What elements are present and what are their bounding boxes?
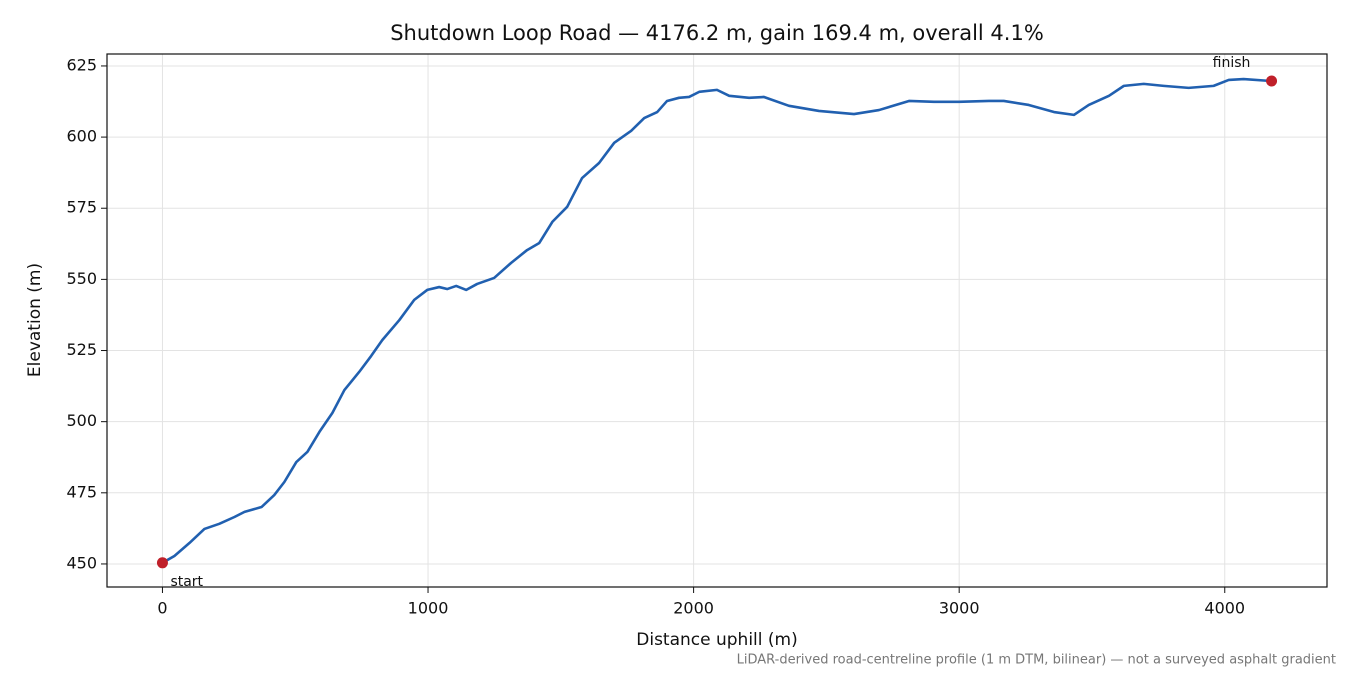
y-axis-label: Elevation (m) <box>25 263 45 377</box>
y-tick-label: 525 <box>66 340 97 359</box>
y-tick-label: 625 <box>66 55 97 74</box>
x-tick-label: 4000 <box>1204 599 1245 618</box>
x-tick-label: 2000 <box>673 599 714 618</box>
elevation-line <box>161 77 1272 564</box>
endpoint-label: finish <box>1213 55 1251 71</box>
y-tick-label: 550 <box>66 269 97 288</box>
footnote: LiDAR-derived road-centreline profile (1… <box>737 653 1336 668</box>
y-tick-label: 575 <box>66 198 97 217</box>
endpoint-marker <box>1266 75 1278 87</box>
x-tick-label: 1000 <box>408 599 449 618</box>
y-tick-label: 475 <box>66 482 97 501</box>
plot-frame <box>106 53 1328 588</box>
x-tick-label: 3000 <box>939 599 980 618</box>
endpoint-label: start <box>170 574 203 590</box>
endpoint-marker <box>156 557 168 569</box>
x-axis-label: Distance uphill (m) <box>636 630 797 650</box>
y-tick-label: 500 <box>66 411 97 430</box>
y-tick-label: 600 <box>66 127 97 146</box>
y-tick-label: 450 <box>66 553 97 572</box>
chart-title: Shutdown Loop Road — 4176.2 m, gain 169.… <box>390 21 1044 45</box>
x-tick-label: 0 <box>157 599 167 618</box>
